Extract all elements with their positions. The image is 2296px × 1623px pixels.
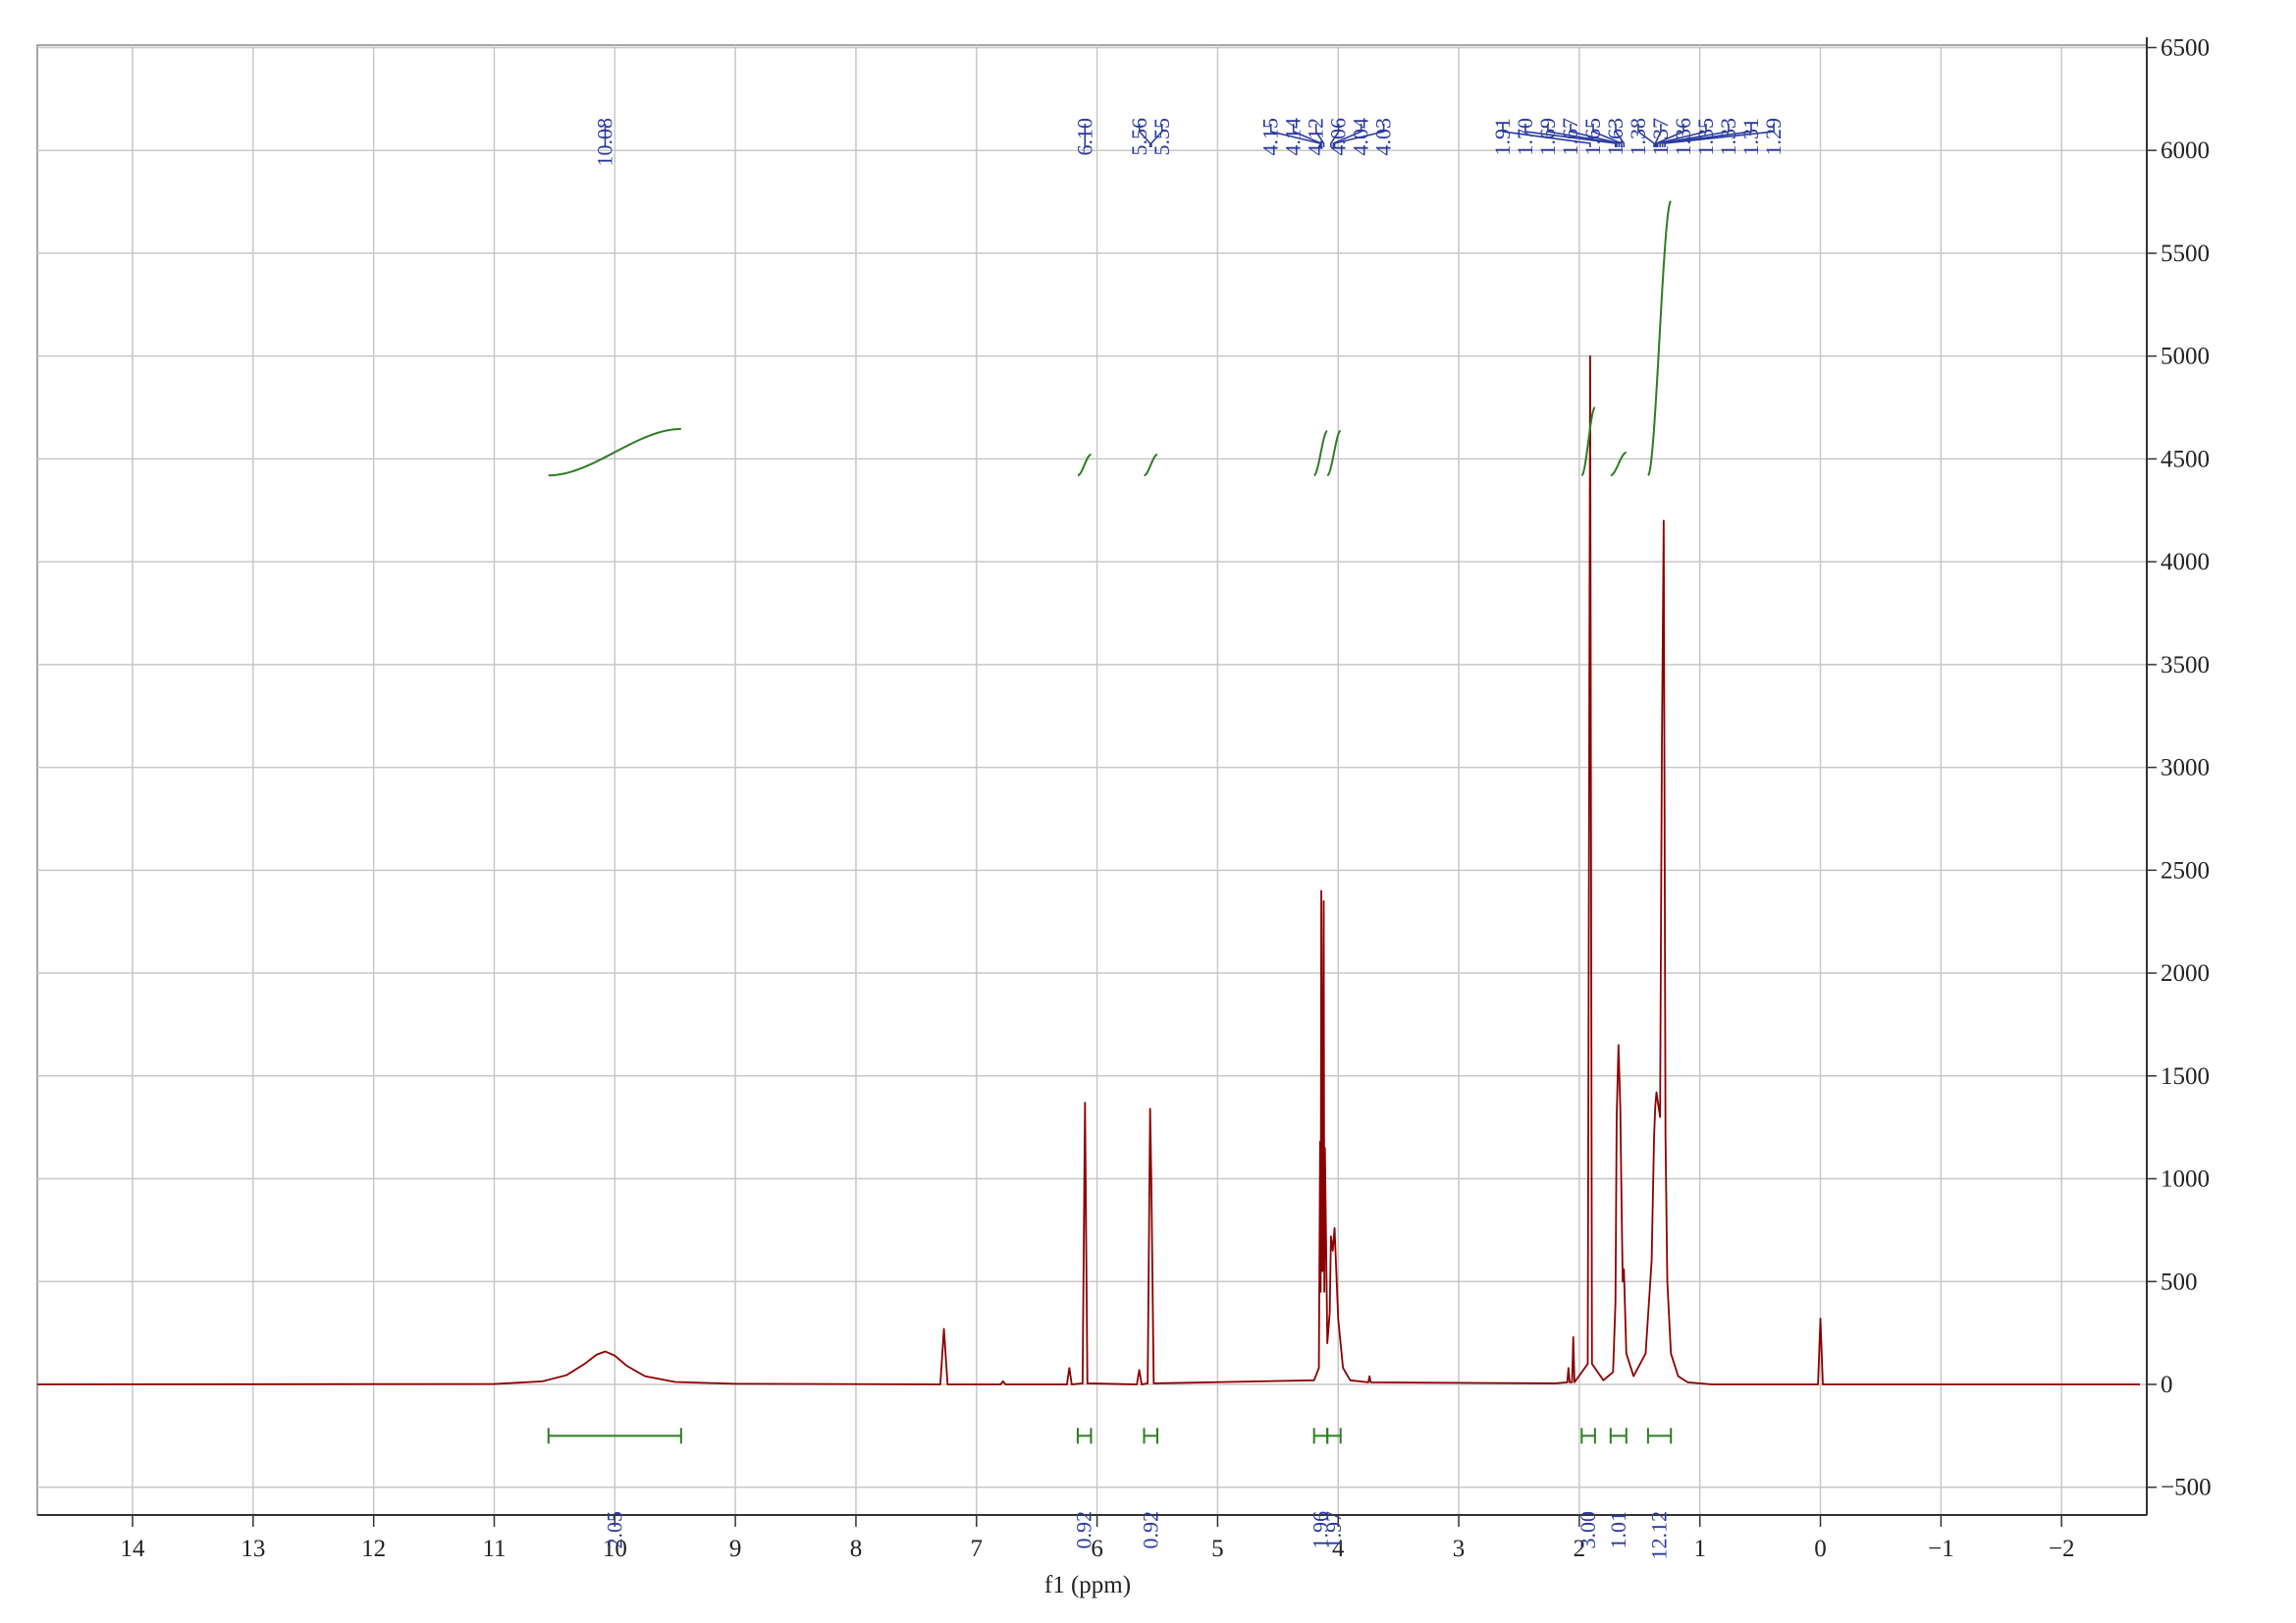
peak-leader	[1150, 124, 1163, 147]
integral-curve	[1610, 451, 1627, 477]
integral-curve	[1313, 430, 1328, 477]
peak-label: 5.56	[1127, 118, 1151, 156]
peak-leader	[1570, 124, 1621, 147]
x-tick-label: 0	[1814, 1536, 1827, 1562]
peak-label: 1.63	[1603, 118, 1628, 156]
peak-label: 1.69	[1535, 118, 1560, 156]
integral-label: 1.01	[1606, 1511, 1630, 1549]
integral-curve	[1580, 406, 1596, 477]
x-tick-label: 5	[1211, 1536, 1224, 1562]
y-tick-label: 2000	[2161, 960, 2210, 987]
peak-label: 1.29	[1761, 118, 1786, 156]
integral-curve	[1647, 200, 1672, 476]
x-tick-label: 12	[361, 1536, 386, 1562]
integral-curve	[1326, 429, 1341, 477]
x-tick-label: 1	[1693, 1536, 1706, 1562]
x-tick-label: 11	[482, 1536, 506, 1562]
peak-label: 1.31	[1738, 118, 1763, 156]
peak-label: 4.03	[1371, 118, 1396, 156]
peak-leader	[1269, 124, 1321, 147]
peak-leader	[1661, 124, 1752, 147]
x-tick-label: 7	[971, 1536, 984, 1562]
x-axis-title: f1 (ppm)	[1044, 1572, 1131, 1598]
x-tick-label: −2	[2049, 1536, 2075, 1562]
peak-leader	[1138, 124, 1151, 147]
integral-curve	[1077, 453, 1092, 477]
peak-label: 1.37	[1648, 118, 1673, 156]
x-tick-label: 6	[1091, 1536, 1103, 1562]
peak-leader	[1547, 124, 1618, 147]
peak-label: 1.67	[1558, 118, 1582, 156]
peak-leader	[1292, 124, 1322, 147]
y-tick-label: 5500	[2161, 241, 2210, 267]
peak-leader	[1330, 124, 1340, 147]
peak-label: 4.12	[1304, 118, 1328, 156]
x-tick-label: 14	[121, 1536, 146, 1562]
peak-leader	[1654, 124, 1662, 147]
integral-curve	[1144, 453, 1158, 477]
y-tick-label: 6000	[2161, 137, 2210, 164]
y-tick-label: −500	[2161, 1475, 2212, 1501]
integral-label: 3.00	[1575, 1511, 1600, 1549]
y-tick-label: 1500	[2161, 1063, 2210, 1090]
integral-label: 0.92	[1072, 1511, 1096, 1549]
integral-label: 1.96	[1308, 1511, 1332, 1549]
peak-leader	[1637, 124, 1655, 147]
y-tick-label: 1000	[2161, 1166, 2210, 1193]
integral-label: 12.12	[1647, 1511, 1672, 1560]
peak-leader	[1333, 124, 1385, 147]
x-tick-label: 3	[1453, 1536, 1466, 1562]
peak-label: 4.15	[1258, 118, 1283, 156]
peak-label: 4.06	[1326, 118, 1351, 156]
x-tick-label: −1	[1928, 1536, 1954, 1562]
y-tick-label: 4500	[2161, 446, 2210, 472]
x-tick-label: 10	[603, 1536, 627, 1562]
spectrum-line	[36, 354, 2140, 1385]
peak-leader	[1615, 124, 1626, 147]
integral-curve	[548, 427, 681, 477]
y-tick-label: 4000	[2161, 549, 2210, 575]
peak-leader	[1524, 124, 1617, 147]
y-tick-label: 3500	[2161, 652, 2210, 678]
plot-frame	[36, 44, 2148, 1516]
peak-leader	[1332, 124, 1362, 147]
y-tick-label: 500	[2161, 1269, 2198, 1295]
integral-label: 0.92	[1138, 1511, 1162, 1549]
integral-label: 1.97	[1321, 1511, 1346, 1549]
peak-leader	[1659, 124, 1730, 147]
x-tick-label: 2	[1574, 1536, 1586, 1562]
y-tick-label: 2500	[2161, 857, 2210, 884]
peak-leader	[1664, 124, 1775, 147]
peak-label: 1.65	[1580, 118, 1605, 156]
peak-leader	[1655, 124, 1684, 147]
y-tick-label: 3000	[2161, 755, 2210, 782]
y-tick-label: 0	[2161, 1372, 2173, 1398]
peak-label: 4.14	[1281, 118, 1306, 156]
x-tick-label: 13	[240, 1536, 265, 1562]
x-tick-label: 4	[1332, 1536, 1345, 1562]
peak-leader	[1656, 124, 1707, 147]
y-tick-label: 5000	[2161, 344, 2210, 370]
x-tick-label: 8	[850, 1536, 863, 1562]
peak-leader	[1314, 124, 1325, 147]
peak-leader	[1502, 124, 1591, 147]
peak-label: 1.91	[1490, 118, 1515, 156]
x-tick-label: 9	[729, 1536, 742, 1562]
integral-label: 2.05	[602, 1511, 626, 1549]
y-tick-label: 6500	[2161, 34, 2210, 61]
peak-label: 5.55	[1149, 118, 1174, 156]
peak-leader	[1592, 124, 1623, 147]
peak-label: 1.70	[1513, 118, 1537, 156]
